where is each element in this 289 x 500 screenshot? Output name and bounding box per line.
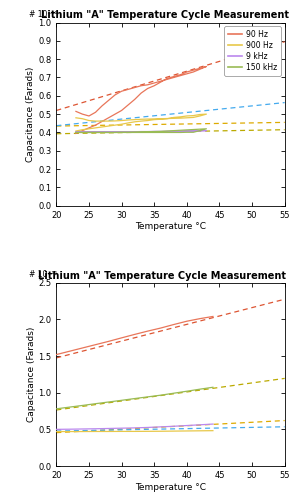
Legend: 90 Hz, 900 Hz, 9 kHz, 150 kHz: 90 Hz, 900 Hz, 9 kHz, 150 kHz (224, 26, 281, 76)
Text: # 10⁻¹¹: # 10⁻¹¹ (29, 270, 57, 279)
X-axis label: Temperature °C: Temperature °C (135, 482, 206, 492)
Y-axis label: Capacitance (Farads): Capacitance (Farads) (27, 326, 36, 422)
Text: # 10⁻¹¹: # 10⁻¹¹ (29, 10, 57, 19)
Title: Lithium "A" Temperature Cycle Measurement 1: Lithium "A" Temperature Cycle Measuremen… (41, 10, 289, 20)
Title: Lithium "A" Temperature Cycle Measurement 12: Lithium "A" Temperature Cycle Measuremen… (38, 270, 289, 280)
Y-axis label: Capacitance (Farads): Capacitance (Farads) (27, 66, 36, 162)
X-axis label: Temperature °C: Temperature °C (135, 222, 206, 232)
